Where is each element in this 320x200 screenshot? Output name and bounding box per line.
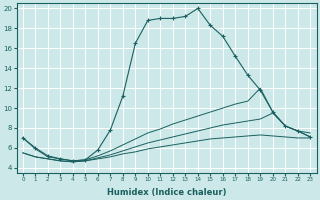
- X-axis label: Humidex (Indice chaleur): Humidex (Indice chaleur): [107, 188, 226, 197]
